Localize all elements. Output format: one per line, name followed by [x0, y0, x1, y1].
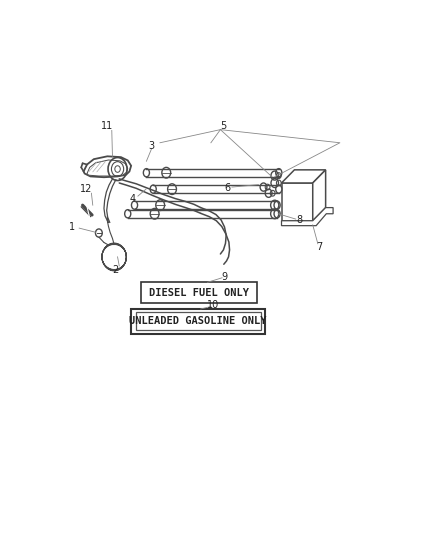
Text: 4: 4	[130, 193, 136, 204]
Ellipse shape	[274, 201, 280, 209]
Text: DIESEL FUEL ONLY: DIESEL FUEL ONLY	[149, 288, 249, 297]
Bar	[131, 309, 265, 334]
Text: 9: 9	[222, 271, 227, 281]
Bar	[141, 282, 257, 303]
Ellipse shape	[150, 185, 156, 193]
Polygon shape	[282, 207, 333, 225]
Polygon shape	[84, 156, 131, 177]
Text: UNLEADED GASOLINE ONLY: UNLEADED GASOLINE ONLY	[129, 316, 267, 326]
Ellipse shape	[274, 209, 280, 218]
Text: 12: 12	[80, 184, 92, 194]
Text: 11: 11	[101, 122, 113, 131]
Ellipse shape	[131, 201, 138, 209]
Text: 3: 3	[148, 141, 155, 151]
Bar	[135, 312, 261, 330]
Ellipse shape	[143, 168, 149, 177]
Polygon shape	[87, 160, 128, 176]
Ellipse shape	[125, 209, 131, 218]
Text: 1: 1	[69, 222, 75, 232]
Text: 6: 6	[224, 183, 230, 193]
Polygon shape	[282, 170, 325, 183]
Ellipse shape	[276, 185, 282, 193]
Text: 10: 10	[207, 300, 219, 310]
Text: 8: 8	[297, 215, 303, 225]
Text: 5: 5	[221, 122, 227, 131]
Text: 2: 2	[112, 265, 118, 275]
Text: 7: 7	[316, 243, 323, 253]
Ellipse shape	[276, 168, 282, 177]
Polygon shape	[282, 183, 313, 221]
Polygon shape	[313, 170, 325, 221]
